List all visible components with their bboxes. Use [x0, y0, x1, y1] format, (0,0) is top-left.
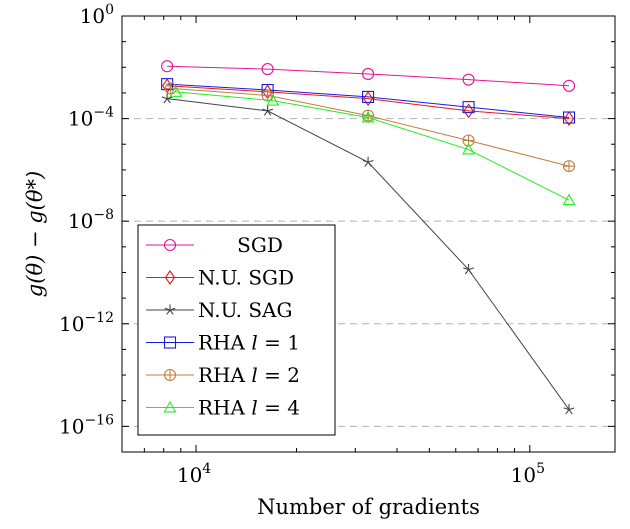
y-axis-label-text: g(θ) − g(θ*) [23, 171, 47, 297]
data-point [562, 79, 576, 92]
marker-arm [367, 159, 374, 163]
marker-arm [468, 267, 474, 271]
legend: SGD N.U. SGD N.U. SAG RHA l = 1 RHA l = 2 RHA… [137, 224, 336, 436]
y-tick-label: 10−8 [68, 207, 114, 233]
marker-arm [362, 159, 369, 163]
series-line [175, 91, 570, 201]
marker-arm [565, 409, 570, 415]
marker-arm [463, 267, 469, 271]
data-point [169, 85, 183, 97]
x-axis-label: Number of gradients [257, 495, 480, 519]
marker-arm [568, 409, 573, 415]
marker-arm [262, 108, 268, 112]
legend-item: N.U. SGD [146, 266, 294, 290]
data-point [161, 60, 174, 73]
marker-arm [364, 161, 369, 167]
legend-marker [163, 400, 177, 413]
series-line [167, 85, 570, 120]
data-point [362, 67, 375, 81]
legend-item: N.U. SAG [146, 298, 292, 322]
legend-item: RHA l = 1 [146, 331, 300, 355]
legend-marker [163, 368, 177, 382]
legend-label: RHA l = 2 [198, 363, 300, 387]
series-3 [161, 78, 576, 124]
legend-marker [163, 336, 177, 349]
marker-arm [563, 407, 570, 411]
data-point [266, 94, 280, 106]
data-point [362, 156, 374, 167]
marker-arm [464, 269, 469, 275]
marker-arm [263, 110, 269, 116]
marker-arm [367, 161, 372, 167]
data-point [462, 73, 475, 86]
legend-marker [164, 304, 176, 315]
data-point [462, 142, 475, 155]
data-point [462, 101, 475, 114]
axis-ticks: 100 10−4 10−8 10−12 10−16 104 105 [59, 2, 615, 487]
legend-item: RHA l = 2 [146, 363, 300, 387]
x-tick-label: 104 [177, 461, 211, 487]
series-line [167, 65, 570, 87]
data-point [261, 63, 274, 76]
data-point [262, 105, 274, 116]
y-axis-label: g(θ) − g(θ*) [23, 171, 47, 297]
legend-box [137, 224, 336, 436]
legend-marker [163, 238, 177, 252]
legend-item: RHA l = 4 [146, 396, 300, 420]
marker-arm [468, 269, 473, 275]
legend-label: N.U. SAG [198, 298, 292, 322]
data-point [362, 90, 375, 103]
marker-arm [166, 309, 171, 315]
series-line [167, 83, 570, 119]
series-line [170, 87, 570, 167]
marker-arm [169, 307, 176, 311]
series-2 [161, 93, 575, 415]
marker-arm [166, 98, 171, 104]
data-point [563, 111, 575, 127]
marker-arm [169, 309, 174, 315]
series-0 [161, 60, 576, 92]
y-tick-label: 100 [80, 2, 114, 28]
marker-arm [163, 98, 168, 104]
marker-arm [267, 110, 272, 116]
marker-arm [267, 108, 274, 112]
data-point [463, 264, 474, 275]
series-5 [169, 85, 576, 206]
legend-label: SGD [237, 233, 283, 257]
marker-arm [166, 96, 173, 100]
data-point [563, 404, 575, 415]
marker-arm [568, 407, 575, 411]
data-point [562, 160, 576, 173]
legend-label: N.U. SGD [198, 266, 294, 290]
legend-label: RHA l = 4 [198, 396, 300, 420]
data-point [562, 193, 576, 206]
data-point [361, 110, 375, 123]
data-point [261, 89, 274, 102]
data-point [161, 78, 174, 91]
marker-arm [164, 307, 171, 311]
plot-series [161, 60, 576, 415]
plot-frame [121, 15, 616, 453]
y-tick-label: 10−4 [68, 105, 114, 131]
data-point [562, 111, 576, 124]
legend-marker [164, 270, 176, 285]
marker-arm [161, 96, 168, 100]
y-tick-label: 10−16 [59, 412, 114, 438]
legend-item: SGD [146, 233, 283, 257]
legend-label: RHA l = 1 [198, 331, 300, 355]
x-tick-label: 105 [511, 461, 545, 487]
data-point [463, 103, 474, 119]
y-tick-label: 10−12 [59, 310, 114, 336]
series-4 [164, 82, 576, 173]
data-point [161, 93, 173, 104]
